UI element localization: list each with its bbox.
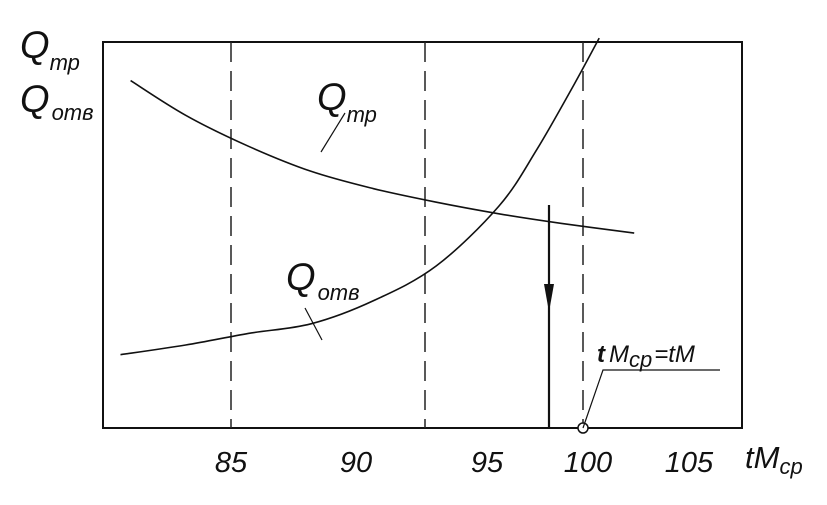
y-axis-label-line1: Qтр [20,25,80,75]
leader-q-tr [320,112,346,153]
curve-label-q-tr: Qтр [317,77,377,127]
curve-label-q-otv: Qотв [286,257,360,305]
x-tick-label: 90 [340,447,372,479]
annotation-text: t Mср=tM [597,341,695,372]
x-tick-label: 85 [215,447,248,479]
x-tick-label: 95 [471,447,504,479]
x-tick-labels: 85 90 95 100 105 [215,447,714,479]
dashed-guides [230,42,584,428]
annotation-leader [582,369,720,429]
curve-q-otv [120,37,600,356]
x-tick-label: 105 [665,447,714,479]
curve-q-tr [130,79,635,234]
plot-frame [102,41,743,429]
y-axis-label-line2: Qотв [20,79,94,125]
x-tick-label: 100 [564,447,612,479]
x-axis-label: tMср [745,440,803,479]
leader-q-otv [304,307,323,341]
